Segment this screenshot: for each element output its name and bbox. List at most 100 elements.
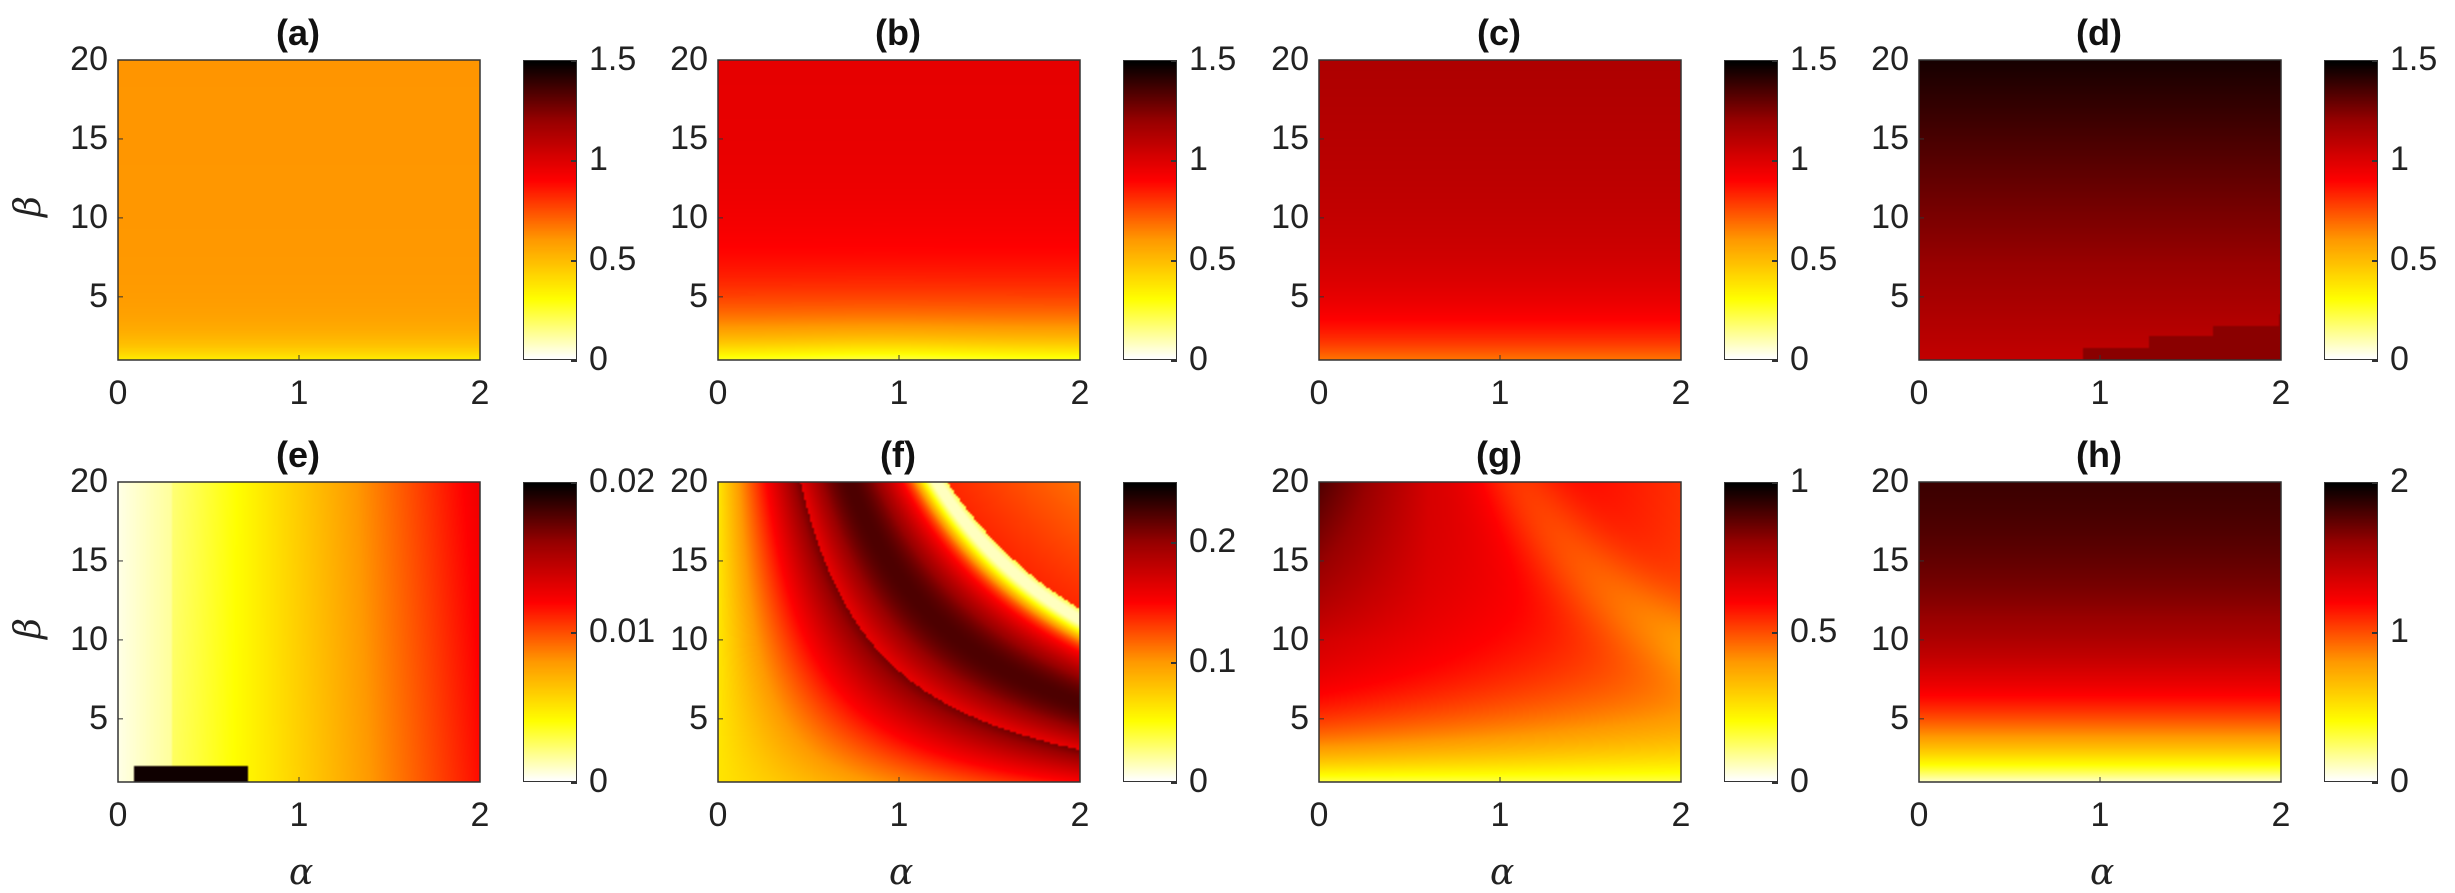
colorbar-tick-mark: [1772, 360, 1778, 362]
colorbar-tick-label: 0: [589, 762, 608, 800]
y-tick-label: 20: [70, 462, 108, 500]
x-tick-label: 2: [470, 796, 490, 834]
colorbar-tick-label: 0.5: [2390, 240, 2438, 278]
x-tick-label: 2: [1070, 374, 1090, 412]
colorbar-tick-label: 0: [2390, 340, 2409, 378]
y-tick-label: 20: [670, 40, 708, 78]
colorbar-tick-label: 0.5: [1790, 612, 1838, 650]
y-tick-label: 20: [1871, 40, 1909, 78]
colorbar: [2324, 482, 2378, 782]
y-tick-label: 5: [1290, 698, 1309, 737]
colorbar-tick-mark: [2372, 360, 2378, 362]
axes-box: [117, 59, 481, 361]
y-tick-label: 15: [1271, 118, 1309, 157]
y-tick-label: 5: [1290, 276, 1309, 315]
colorbar-tick-mark: [1171, 160, 1177, 162]
y-tick-label: 10: [70, 197, 108, 236]
y-tick-label: 5: [689, 276, 708, 315]
colorbar-tick-mark: [571, 482, 577, 484]
y-axis-label: β: [7, 618, 49, 639]
x-tick-label: 0: [108, 796, 128, 834]
panel-title: (g): [1476, 434, 1522, 475]
x-tick-label: 2: [1070, 796, 1090, 834]
colorbar: [1724, 60, 1778, 360]
colorbar-tick-mark: [1171, 360, 1177, 362]
y-tick-label: 5: [689, 698, 708, 737]
colorbar-tick-label: 1: [2390, 140, 2409, 178]
colorbar-tick-mark: [1772, 160, 1778, 162]
panel-title: (a): [276, 12, 320, 53]
y-tick-label: 20: [1871, 462, 1909, 500]
colorbar: [523, 482, 577, 782]
y-tick-label: 10: [670, 197, 708, 236]
colorbar-tick-mark: [1171, 542, 1177, 544]
heatmap-image: [118, 482, 480, 782]
axes-frame: [117, 59, 481, 361]
axes-box: [117, 481, 481, 783]
colorbar-tick-mark: [571, 60, 577, 62]
axes-box: [1318, 59, 1682, 361]
colorbar-tick-label: 0: [1189, 340, 1208, 378]
heatmap-image: [1319, 482, 1681, 782]
panel-title: (e): [276, 434, 320, 475]
colorbar-tick-label: 0: [1790, 762, 1809, 800]
colorbar: [1123, 482, 1177, 782]
x-axis-label: α: [289, 852, 314, 893]
y-tick-label: 5: [89, 276, 108, 315]
heatmap-image: [118, 60, 480, 360]
axes-frame: [117, 481, 481, 783]
heatmap-image: [718, 482, 1080, 782]
y-tick-label: 5: [1890, 276, 1909, 315]
colorbar-tick-label: 1.5: [1790, 40, 1838, 78]
panel-title: (f): [880, 434, 916, 475]
y-tick-label: 15: [1871, 540, 1909, 579]
y-tick-label: 10: [1271, 619, 1309, 658]
axes-frame: [1918, 59, 2282, 361]
colorbar-tick-label: 0.01: [589, 612, 656, 650]
colorbar-tick-mark: [2372, 160, 2378, 162]
colorbar-tick-label: 1: [1790, 140, 1809, 178]
panel-title: (b): [875, 12, 921, 53]
colorbar-tick-mark: [571, 160, 577, 162]
x-tick-label: 0: [1309, 796, 1329, 834]
x-tick-label: 0: [708, 796, 728, 834]
panel-title: (h): [2076, 434, 2122, 475]
x-tick-label: 1: [889, 374, 909, 412]
colorbar-tick-label: 0.5: [589, 240, 637, 278]
colorbar-tick-mark: [1171, 662, 1177, 664]
x-tick-label: 2: [2271, 796, 2291, 834]
colorbar-tick-mark: [1171, 60, 1177, 62]
x-tick-label: 0: [1909, 374, 1929, 412]
y-tick-label: 20: [70, 40, 108, 78]
x-tick-label: 0: [1309, 374, 1329, 412]
colorbar-tick-mark: [1772, 632, 1778, 634]
y-tick-label: 10: [1871, 619, 1909, 658]
colorbar-tick-label: 0: [1790, 340, 1809, 378]
axes-frame: [717, 59, 1081, 361]
colorbar-tick-mark: [1772, 782, 1778, 784]
colorbar-tick-mark: [2372, 632, 2378, 634]
axes-box: [1918, 481, 2282, 783]
x-tick-label: 2: [2271, 374, 2291, 412]
x-tick-label: 1: [2090, 796, 2110, 834]
heatmap-image: [1319, 60, 1681, 360]
x-tick-label: 2: [1671, 374, 1691, 412]
y-tick-label: 10: [670, 619, 708, 658]
colorbar-tick-label: 0: [2390, 762, 2409, 800]
y-tick-label: 20: [670, 462, 708, 500]
colorbar-tick-mark: [2372, 60, 2378, 62]
colorbar-tick-mark: [1772, 260, 1778, 262]
y-tick-label: 15: [670, 540, 708, 579]
x-tick-label: 1: [2090, 374, 2110, 412]
colorbar-tick-mark: [1772, 482, 1778, 484]
colorbar-tick-label: 1: [2390, 612, 2409, 650]
y-tick-label: 10: [1871, 197, 1909, 236]
x-tick-label: 1: [289, 796, 309, 834]
colorbar: [1724, 482, 1778, 782]
colorbar-tick-label: 0: [1189, 762, 1208, 800]
x-axis-label: α: [889, 852, 914, 893]
y-tick-label: 20: [1271, 40, 1309, 78]
y-tick-label: 15: [70, 118, 108, 157]
colorbar-tick-label: 1: [589, 140, 608, 178]
colorbar-tick-mark: [571, 360, 577, 362]
